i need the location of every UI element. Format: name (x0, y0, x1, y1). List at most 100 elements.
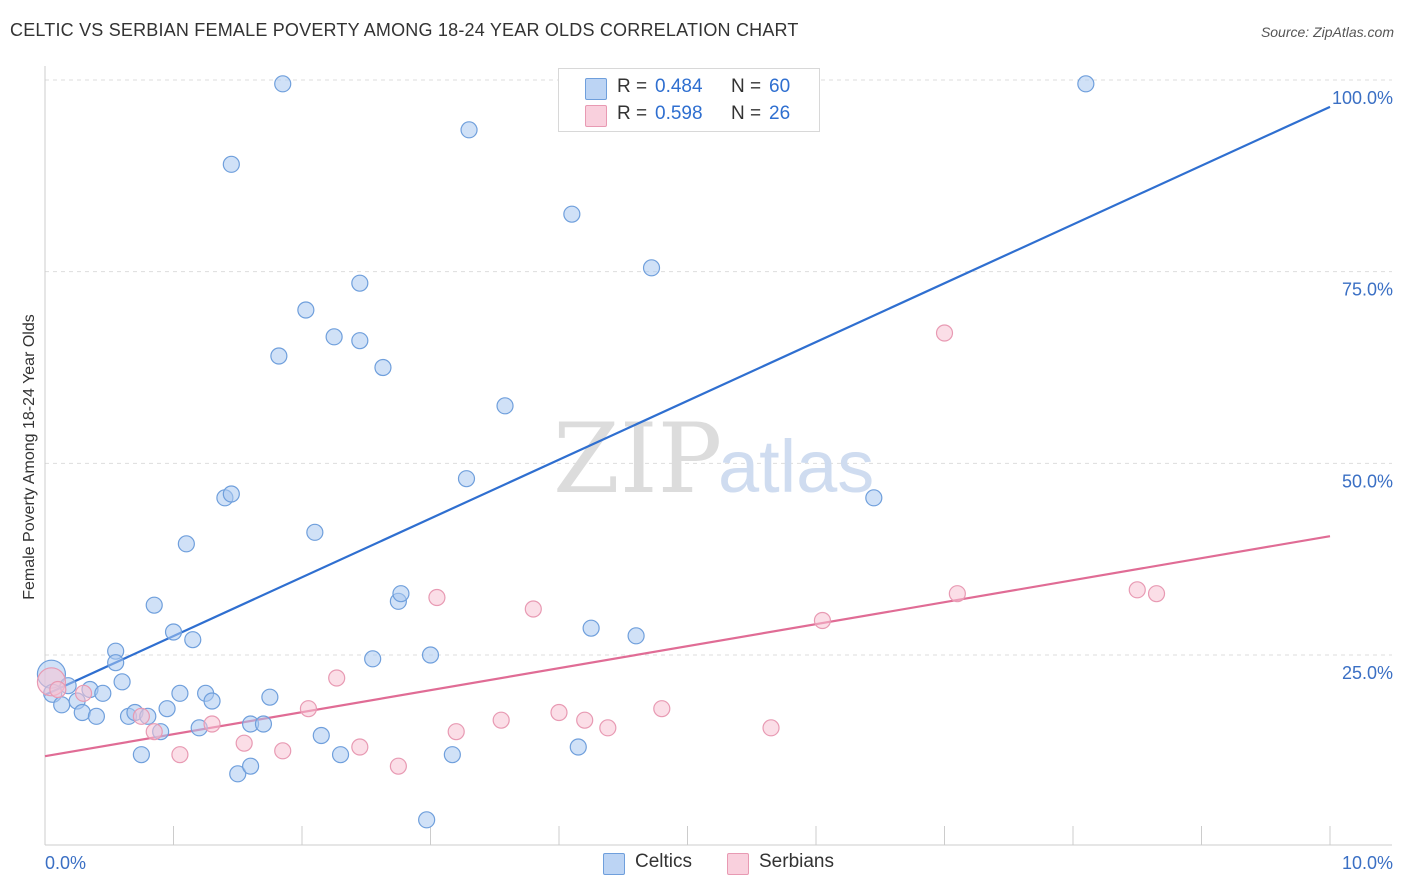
serbians-point (447, 723, 465, 741)
y-tick-label: 25.0% (1342, 663, 1393, 683)
serbians-point (132, 707, 150, 725)
celtics-point (443, 746, 461, 764)
serbians-point (524, 600, 542, 618)
serbians-point (328, 669, 346, 687)
serbians-point (235, 734, 253, 752)
serbians-point (1128, 581, 1146, 599)
celtics-point (229, 765, 247, 783)
celtics-point (107, 654, 125, 672)
celtics-point (171, 684, 189, 702)
serbians-point (389, 757, 407, 775)
celtics-point (865, 489, 883, 507)
source-label: Source: ZipAtlas.com (1260, 24, 1394, 40)
celtics-point (274, 75, 292, 93)
serbians-point (299, 700, 318, 718)
celtics-point (457, 470, 476, 488)
legend-swatch-serbians (585, 105, 607, 127)
celtics-point (261, 688, 279, 706)
celtics-point (364, 650, 382, 668)
legend-n-label: N = (731, 76, 762, 97)
bottom-legend-label-celtics: Celtics (635, 851, 693, 872)
celtics-point (460, 121, 478, 139)
celtics-point (73, 703, 91, 722)
celtics-point (158, 700, 176, 718)
y-tick-label: 100.0% (1332, 88, 1393, 108)
celtics-point (254, 715, 273, 733)
serbians-point (492, 711, 510, 729)
legend-n-value: 26 (769, 103, 791, 124)
legend-r-value: 0.598 (655, 103, 703, 124)
celtics-point (642, 259, 661, 277)
celtics-trend-line (44, 105, 1331, 696)
y-tick-label: 75.0% (1342, 280, 1393, 300)
serbians-point (145, 723, 163, 741)
bottom-legend-swatch-serbians (727, 853, 749, 875)
serbians-point (1147, 585, 1166, 603)
serbians-point (428, 588, 446, 607)
celtics-point (87, 707, 106, 725)
serbians-point (599, 719, 617, 737)
celtics-point (351, 332, 369, 350)
bottom-legend-label-serbians: Serbians (759, 851, 834, 872)
celtics-point (312, 726, 330, 745)
celtics-point (145, 596, 163, 614)
celtics-point (113, 673, 131, 691)
watermark-atlas: atlas (718, 425, 874, 508)
bottom-legend-swatch-celtics (603, 853, 625, 875)
celtics-point (222, 155, 240, 173)
chart-title: CELTIC VS SERBIAN FEMALE POVERTY AMONG 1… (10, 20, 799, 40)
y-axis-title: Female Poverty Among 18-24 Year Olds (21, 314, 38, 600)
serbians-point (576, 711, 594, 729)
celtics-point (374, 358, 392, 377)
serbians-point (813, 611, 832, 630)
legend-n-label: N = (731, 103, 762, 124)
legend-r-value: 0.484 (655, 76, 703, 97)
serbians-point (935, 324, 954, 342)
serbians-point (762, 719, 780, 737)
celtics-point (164, 623, 183, 641)
celtics-point (203, 692, 221, 710)
celtics-point (569, 738, 587, 756)
serbians-point (171, 746, 189, 764)
celtics-point (325, 328, 343, 346)
legend-n-value: 60 (769, 76, 791, 97)
celtics-point (392, 585, 410, 603)
celtics-point (1077, 75, 1095, 93)
serbians-point (49, 680, 67, 699)
serbians-point (550, 703, 568, 722)
celtics-point (177, 535, 195, 553)
gridlines (45, 79, 1392, 656)
serbians-point (653, 700, 671, 718)
data-points (36, 75, 1166, 829)
legend: R = 0.484 N = 60 R = 0.598 N = 26 (558, 68, 820, 132)
x-tick-label: 0.0% (45, 853, 86, 873)
watermark-zip: ZIP (553, 403, 722, 515)
x-tick-label: 10.0% (1342, 853, 1393, 873)
serbians-point (948, 585, 966, 603)
celtics-point (242, 757, 260, 775)
legend-swatch-celtics (585, 78, 607, 100)
celtics-point (132, 746, 150, 764)
tick-labels: 25.0% 50.0% 75.0% 100.0% 0.0% 10.0% (45, 88, 1393, 873)
legend-r-label: R = (617, 103, 648, 124)
celtics-point (184, 631, 202, 649)
celtics-point (627, 627, 645, 645)
serbians-point (351, 738, 369, 756)
celtics-point (421, 646, 440, 664)
celtics-point (418, 811, 436, 829)
celtics-point (496, 397, 514, 415)
serbians-point (74, 684, 93, 702)
watermark: ZIP atlas (553, 403, 874, 515)
legend-r-label: R = (617, 76, 648, 97)
celtics-point (306, 523, 324, 541)
celtics-point (331, 746, 350, 764)
celtics-point (297, 301, 315, 319)
celtics-point (582, 619, 600, 637)
celtics-point (270, 347, 288, 365)
serbians-point (274, 742, 292, 760)
celtics-point (222, 485, 240, 503)
axes (44, 66, 1392, 846)
celtics-point (94, 684, 112, 702)
celtics-point (351, 274, 369, 292)
